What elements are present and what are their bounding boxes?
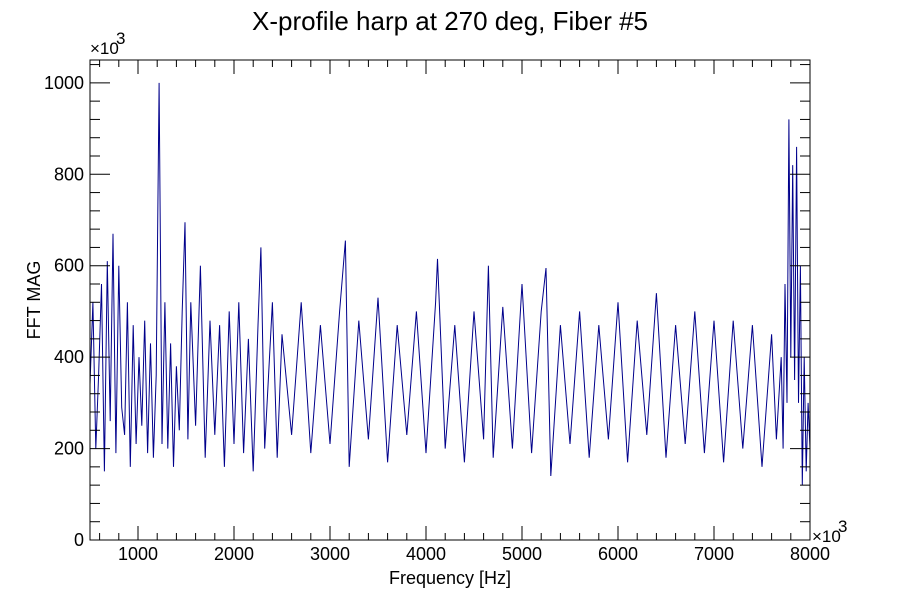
y-axis-multiplier: ×10 3 bbox=[90, 29, 125, 58]
y-multiplier-exponent: 3 bbox=[116, 29, 125, 48]
x-multiplier-exponent: 3 bbox=[838, 517, 847, 536]
y-tick-label: 0 bbox=[74, 530, 84, 550]
x-tick-label: 8000 bbox=[790, 544, 830, 564]
x-axis-multiplier: ×10 3 bbox=[812, 517, 847, 546]
y-tick-label: 400 bbox=[54, 347, 84, 367]
x-axis-label: Frequency [Hz] bbox=[389, 568, 511, 588]
x-tick-label: 6000 bbox=[598, 544, 638, 564]
fft-series-line bbox=[89, 82, 811, 486]
x-axis: 1000 2000 3000 4000 5000 6000 7000 8000 bbox=[99, 60, 830, 564]
y-axis-label: FFT MAG bbox=[24, 261, 44, 340]
chart-title: X-profile harp at 270 deg, Fiber #5 bbox=[252, 6, 648, 36]
y-tick-label: 1000 bbox=[44, 73, 84, 93]
x-tick-label: 5000 bbox=[502, 544, 542, 564]
y-axis: 0 200 400 600 800 1000 bbox=[44, 64, 810, 550]
y-tick-label: 800 bbox=[54, 164, 84, 184]
x-multiplier-base: ×10 bbox=[812, 527, 841, 546]
x-tick-label: 2000 bbox=[214, 544, 254, 564]
y-tick-label: 200 bbox=[54, 439, 84, 459]
y-tick-label: 600 bbox=[54, 256, 84, 276]
plot-frame bbox=[89, 59, 811, 541]
plot-area bbox=[89, 82, 811, 486]
y-multiplier-base: ×10 bbox=[90, 39, 119, 58]
x-tick-label: 3000 bbox=[310, 544, 350, 564]
x-tick-label: 7000 bbox=[694, 544, 734, 564]
x-tick-label: 1000 bbox=[118, 544, 158, 564]
x-tick-label: 4000 bbox=[406, 544, 446, 564]
